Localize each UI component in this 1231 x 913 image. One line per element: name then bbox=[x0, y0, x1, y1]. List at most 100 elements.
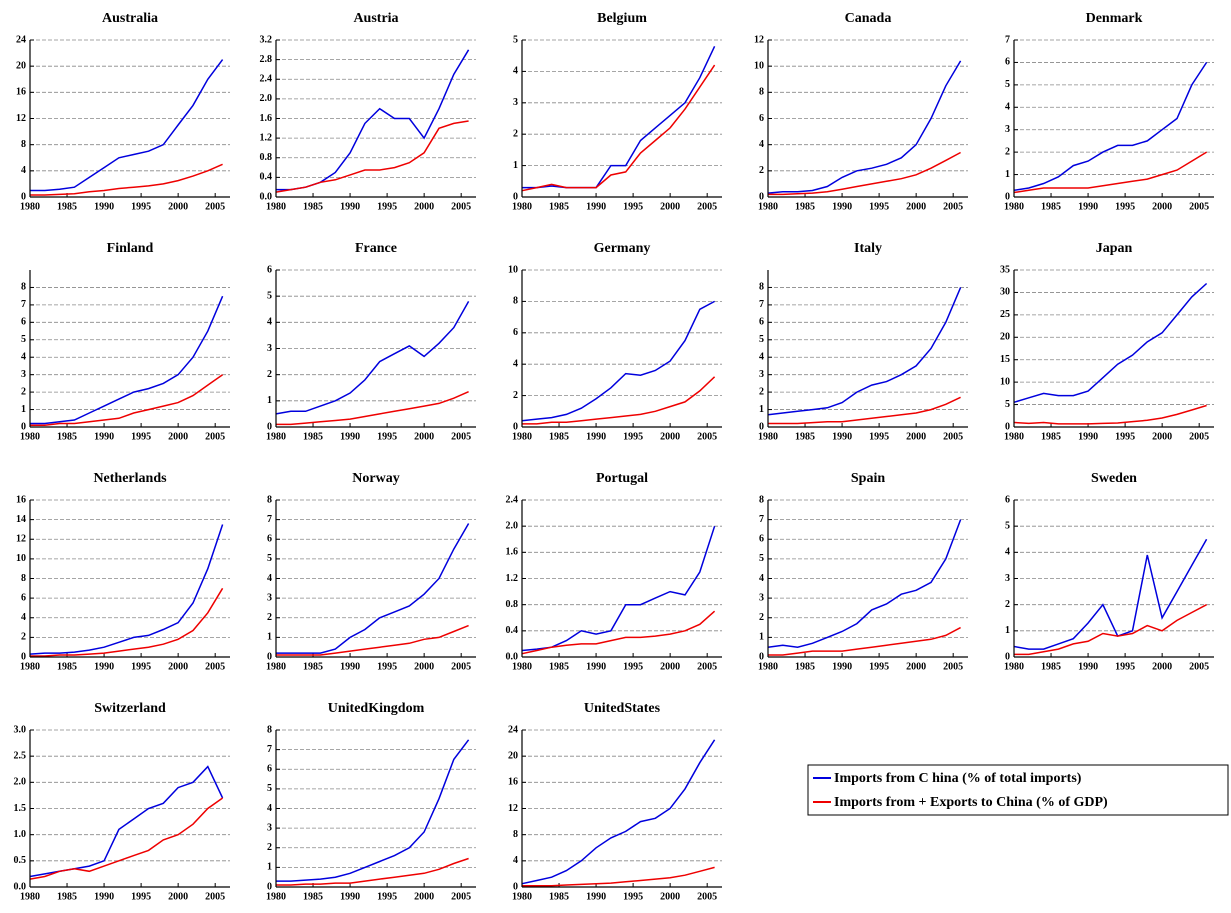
y-tick-label: 0.4 bbox=[506, 625, 519, 636]
x-tick-label: 1990 bbox=[340, 431, 360, 442]
panel-title: Switzerland bbox=[94, 701, 166, 716]
series-line bbox=[522, 45, 716, 189]
y-tick-label: 8 bbox=[21, 282, 26, 293]
series-line bbox=[276, 857, 469, 886]
x-tick-label: 2005 bbox=[697, 891, 717, 902]
y-tick-label: 2.8 bbox=[260, 54, 273, 65]
y-tick-label: 5 bbox=[513, 34, 518, 45]
y-tick-label: 3 bbox=[759, 592, 764, 603]
y-tick-label: 8 bbox=[267, 724, 272, 735]
x-tick-label: 1990 bbox=[586, 891, 606, 902]
y-tick-label: 3.0 bbox=[14, 724, 27, 735]
x-tick-label: 1990 bbox=[832, 661, 852, 672]
x-tick-label: 1995 bbox=[377, 661, 397, 672]
x-tick-label: 1985 bbox=[57, 201, 77, 212]
y-tick-label: 5 bbox=[1005, 399, 1010, 410]
y-tick-label: 5 bbox=[21, 334, 26, 345]
y-tick-label: 1 bbox=[267, 632, 272, 643]
x-tick-label: 2005 bbox=[1189, 201, 1209, 212]
series-line bbox=[30, 163, 223, 196]
x-tick-label: 1990 bbox=[832, 201, 852, 212]
y-tick-label: 6 bbox=[759, 317, 764, 328]
y-tick-label: 6 bbox=[1005, 57, 1010, 68]
y-tick-label: 1 bbox=[1005, 625, 1010, 636]
x-tick-label: 2000 bbox=[414, 201, 434, 212]
y-tick-label: 8 bbox=[759, 494, 764, 505]
series-line bbox=[30, 59, 224, 192]
x-tick-label: 1985 bbox=[57, 891, 77, 902]
x-tick-label: 1990 bbox=[586, 661, 606, 672]
y-tick-label: 1.6 bbox=[260, 113, 273, 124]
x-tick-label: 1990 bbox=[586, 431, 606, 442]
series-line bbox=[768, 151, 961, 196]
y-tick-label: 2 bbox=[759, 165, 764, 176]
y-tick-label: 0 bbox=[1005, 421, 1010, 432]
y-tick-label: 3.2 bbox=[260, 34, 273, 45]
y-tick-label: 14 bbox=[16, 514, 26, 525]
x-tick-label: 2005 bbox=[205, 431, 225, 442]
x-tick-label: 2000 bbox=[660, 891, 680, 902]
x-tick-label: 1995 bbox=[869, 201, 889, 212]
x-tick-label: 1980 bbox=[758, 201, 778, 212]
x-tick-label: 1985 bbox=[57, 661, 77, 672]
x-tick-label: 1985 bbox=[795, 661, 815, 672]
y-tick-label: 3 bbox=[1005, 573, 1010, 584]
panel-title: UnitedKingdom bbox=[328, 701, 425, 716]
x-tick-label: 1995 bbox=[1115, 661, 1135, 672]
y-tick-label: 5 bbox=[1005, 520, 1010, 531]
x-tick-label: 2000 bbox=[906, 431, 926, 442]
y-tick-label: 16 bbox=[16, 494, 26, 505]
y-tick-label: 0 bbox=[759, 651, 764, 662]
y-tick-label: 4 bbox=[513, 358, 518, 369]
series-line bbox=[767, 519, 962, 648]
x-tick-label: 1980 bbox=[266, 891, 286, 902]
x-tick-label: 1985 bbox=[303, 201, 323, 212]
panel-title: Portugal bbox=[596, 471, 648, 486]
x-tick-label: 2005 bbox=[1189, 661, 1209, 672]
y-tick-label: 6 bbox=[513, 327, 518, 338]
series-line bbox=[29, 797, 224, 880]
x-tick-label: 2005 bbox=[943, 431, 963, 442]
x-tick-label: 1995 bbox=[377, 891, 397, 902]
x-tick-label: 2005 bbox=[697, 661, 717, 672]
y-tick-label: 1 bbox=[267, 862, 272, 873]
x-tick-label: 1980 bbox=[20, 431, 40, 442]
series-line bbox=[29, 765, 224, 878]
y-tick-label: 12 bbox=[16, 113, 26, 124]
y-tick-label: 0 bbox=[1005, 191, 1010, 202]
panel: Denmark 0 1 2 3 4 5 6 7 1980 1985 1990 1995 2000 2005 bbox=[1004, 11, 1214, 212]
x-tick-label: 1985 bbox=[57, 431, 77, 442]
series-line bbox=[29, 524, 224, 655]
x-tick-label: 1985 bbox=[549, 891, 569, 902]
panel-title: Finland bbox=[107, 241, 154, 256]
series-line bbox=[1013, 404, 1207, 425]
panel-title: Denmark bbox=[1086, 11, 1143, 26]
x-tick-label: 1990 bbox=[1078, 201, 1098, 212]
x-tick-label: 2005 bbox=[451, 891, 471, 902]
y-tick-label: 0.8 bbox=[260, 152, 273, 163]
x-tick-label: 1985 bbox=[795, 431, 815, 442]
y-tick-label: 10 bbox=[16, 553, 26, 564]
y-tick-label: 12 bbox=[754, 34, 764, 45]
y-tick-label: 8 bbox=[513, 296, 518, 307]
y-tick-label: 2 bbox=[1005, 146, 1010, 157]
x-tick-label: 1995 bbox=[1115, 201, 1135, 212]
x-tick-label: 2000 bbox=[1152, 201, 1172, 212]
x-tick-label: 1995 bbox=[131, 201, 151, 212]
x-tick-label: 2000 bbox=[168, 201, 188, 212]
y-tick-label: 5 bbox=[267, 290, 272, 301]
series-line bbox=[276, 391, 469, 426]
x-tick-label: 2000 bbox=[660, 431, 680, 442]
series-line bbox=[1014, 604, 1207, 656]
y-tick-label: 7 bbox=[759, 299, 764, 310]
panel-title: Spain bbox=[851, 471, 885, 486]
x-tick-label: 1990 bbox=[586, 201, 606, 212]
y-tick-label: 0 bbox=[21, 191, 26, 202]
series-line bbox=[768, 396, 961, 425]
panel-title: Australia bbox=[102, 11, 158, 26]
x-tick-label: 1980 bbox=[512, 661, 532, 672]
y-tick-label: 1.2 bbox=[506, 573, 519, 584]
y-tick-label: 25 bbox=[1000, 309, 1010, 320]
x-tick-label: 2000 bbox=[906, 201, 926, 212]
y-tick-label: 0 bbox=[267, 421, 272, 432]
